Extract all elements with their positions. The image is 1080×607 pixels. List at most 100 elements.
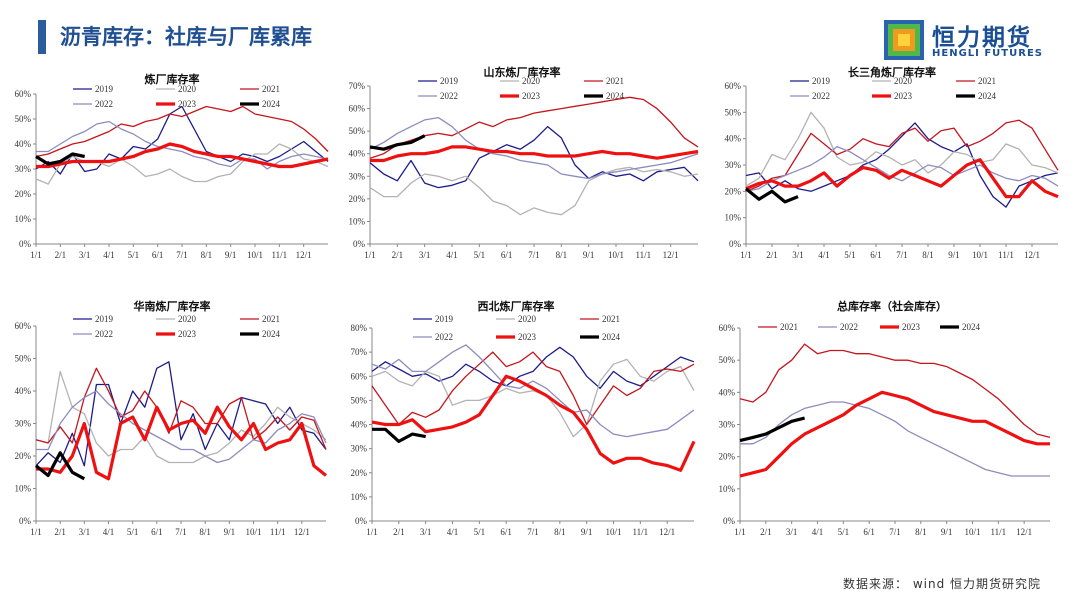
- y-tick-label: 40%: [351, 420, 368, 430]
- y-tick-label: 50%: [15, 354, 32, 364]
- chart-title: 山东炼厂库存率: [484, 65, 561, 79]
- x-tick-label: 8/1: [199, 527, 211, 537]
- y-tick-label: 40%: [719, 387, 736, 397]
- chart-yangtze-delta-inventory: 0% 10% 20% 30% 40% 50% 60% 1/1 2/1 3/1 4/1 5/1 6/1 7/…: [725, 65, 1059, 260]
- chart-refinery-inventory: 0% 10% 20% 30% 40% 50% 60% 1/1 2/1 3/1 4/1 5/1 6/1 7/…: [15, 72, 329, 260]
- x-tick-label: 12/1: [296, 250, 312, 260]
- x-tick-label: 11/1: [632, 527, 648, 537]
- legend-label: 2022: [95, 99, 113, 109]
- series-line-2021: [739, 343, 1051, 439]
- y-tick-label: 20%: [349, 194, 366, 204]
- legend-item: 2024: [240, 329, 281, 339]
- chart-northwest-inventory: 0% 10% 20% 30% 40% 50% 60% 70% 80% 1/1 2/1 3/1 4/1 5/…: [351, 299, 696, 537]
- y-tick-label: 30%: [351, 444, 368, 454]
- legend-label: 2020: [178, 84, 197, 94]
- legend-item: 2020: [496, 314, 537, 324]
- y-tick-label: 30%: [725, 160, 742, 170]
- y-tick-label: 60%: [351, 371, 368, 381]
- legend-item: 2021: [584, 76, 624, 86]
- x-tick-label: 6/1: [500, 527, 512, 537]
- x-tick-label: 9/1: [581, 527, 593, 537]
- legend-item: 2022: [818, 322, 858, 332]
- series-line-2019: [745, 122, 1059, 208]
- series-line-2023: [36, 405, 328, 481]
- x-tick-label: 3/1: [792, 250, 804, 260]
- x-tick-label: 8/1: [201, 250, 213, 260]
- chart-south-china-inventory: 0% 10% 20% 30% 40% 50% 60% 1/1 2/1 3/1 4/1 5/1 6/1 7/…: [15, 299, 328, 537]
- company-logo: 恒力期货 HENGLI FUTURES: [884, 18, 1056, 66]
- legend-label: 2019: [812, 76, 831, 86]
- legend-item: 2021: [580, 314, 620, 324]
- chart-title: 华南炼厂库存率: [134, 299, 211, 313]
- x-tick-label: 8/1: [915, 527, 927, 537]
- legend-item: 2021: [956, 76, 996, 86]
- y-tick-label: 60%: [719, 323, 736, 333]
- y-tick-label: 20%: [351, 468, 368, 478]
- x-tick-label: 12/1: [659, 527, 675, 537]
- legend-label: 2022: [812, 91, 830, 101]
- legend-label: 2023: [522, 91, 541, 101]
- x-tick-label: 7/1: [176, 250, 188, 260]
- x-tick-label: 7/1: [527, 527, 539, 537]
- series-line-2023: [739, 390, 1050, 478]
- y-tick-label: 20%: [15, 451, 32, 461]
- legend-item: 2023: [872, 91, 913, 101]
- y-tick-label: 30%: [15, 419, 32, 429]
- legend-label: 2023: [894, 91, 913, 101]
- legend-label: 2023: [178, 329, 197, 339]
- x-tick-label: 4/1: [446, 250, 458, 260]
- y-tick-label: 50%: [15, 114, 32, 124]
- x-tick-label: 3/1: [420, 527, 432, 537]
- series-line-2019: [35, 105, 329, 175]
- series-line-2023: [745, 158, 1059, 199]
- y-tick-label: 10%: [15, 484, 32, 494]
- x-tick-label: 2/1: [54, 527, 66, 537]
- legend-item: 2020: [872, 76, 913, 86]
- legend-item: 2024: [940, 322, 981, 332]
- y-tick-label: 10%: [351, 492, 368, 502]
- x-tick-label: 4/1: [103, 250, 115, 260]
- y-tick-label: 0%: [19, 516, 32, 526]
- x-tick-label: 11/1: [635, 250, 651, 260]
- hengli-logo-icon: [884, 20, 924, 60]
- series-line-2019: [35, 361, 327, 467]
- legend-item: 2024: [580, 332, 621, 342]
- x-tick-label: 8/1: [554, 527, 566, 537]
- y-tick-label: 50%: [725, 107, 742, 117]
- legend-label: 2020: [178, 314, 197, 324]
- legend-label: 2022: [95, 329, 113, 339]
- x-tick-label: 2/1: [766, 250, 778, 260]
- y-tick-label: 0%: [353, 239, 366, 249]
- legend-item: 2024: [240, 99, 281, 109]
- legend-label: 2019: [440, 76, 459, 86]
- x-tick-label: 10/1: [605, 527, 621, 537]
- legend-item: 2019: [73, 84, 114, 94]
- legend-label: 2020: [522, 76, 541, 86]
- series-line-2023: [371, 374, 696, 472]
- x-tick-label: 3/1: [419, 250, 431, 260]
- x-tick-label: 9/1: [583, 250, 595, 260]
- chart-title: 总库存率（社会库存）: [837, 299, 947, 313]
- x-tick-label: 6/1: [863, 527, 875, 537]
- x-tick-label: 10/1: [964, 527, 980, 537]
- legend-label: 2024: [262, 329, 281, 339]
- data-source-note: 数据来源： wind 恒力期货研究院: [843, 577, 1042, 591]
- series-line-2021: [371, 351, 695, 426]
- x-tick-label: 9/1: [225, 250, 237, 260]
- y-tick-label: 60%: [15, 89, 32, 99]
- chart-title: 西北炼厂库存率: [478, 299, 555, 313]
- y-tick-label: 20%: [725, 186, 742, 196]
- legend-item: 2024: [584, 91, 625, 101]
- series-line-2024: [744, 187, 799, 204]
- y-tick-label: 70%: [349, 81, 366, 91]
- legend-label: 2020: [518, 314, 537, 324]
- y-tick-label: 50%: [719, 355, 736, 365]
- x-tick-label: 1/1: [740, 250, 752, 260]
- series-line-2024: [369, 134, 426, 151]
- x-tick-label: 6/1: [870, 250, 882, 260]
- legend-label: 2024: [262, 99, 281, 109]
- series-line-2024: [34, 451, 86, 481]
- x-tick-label: 2/1: [760, 527, 772, 537]
- legend-label: 2019: [95, 84, 114, 94]
- series-line-2022: [369, 116, 699, 180]
